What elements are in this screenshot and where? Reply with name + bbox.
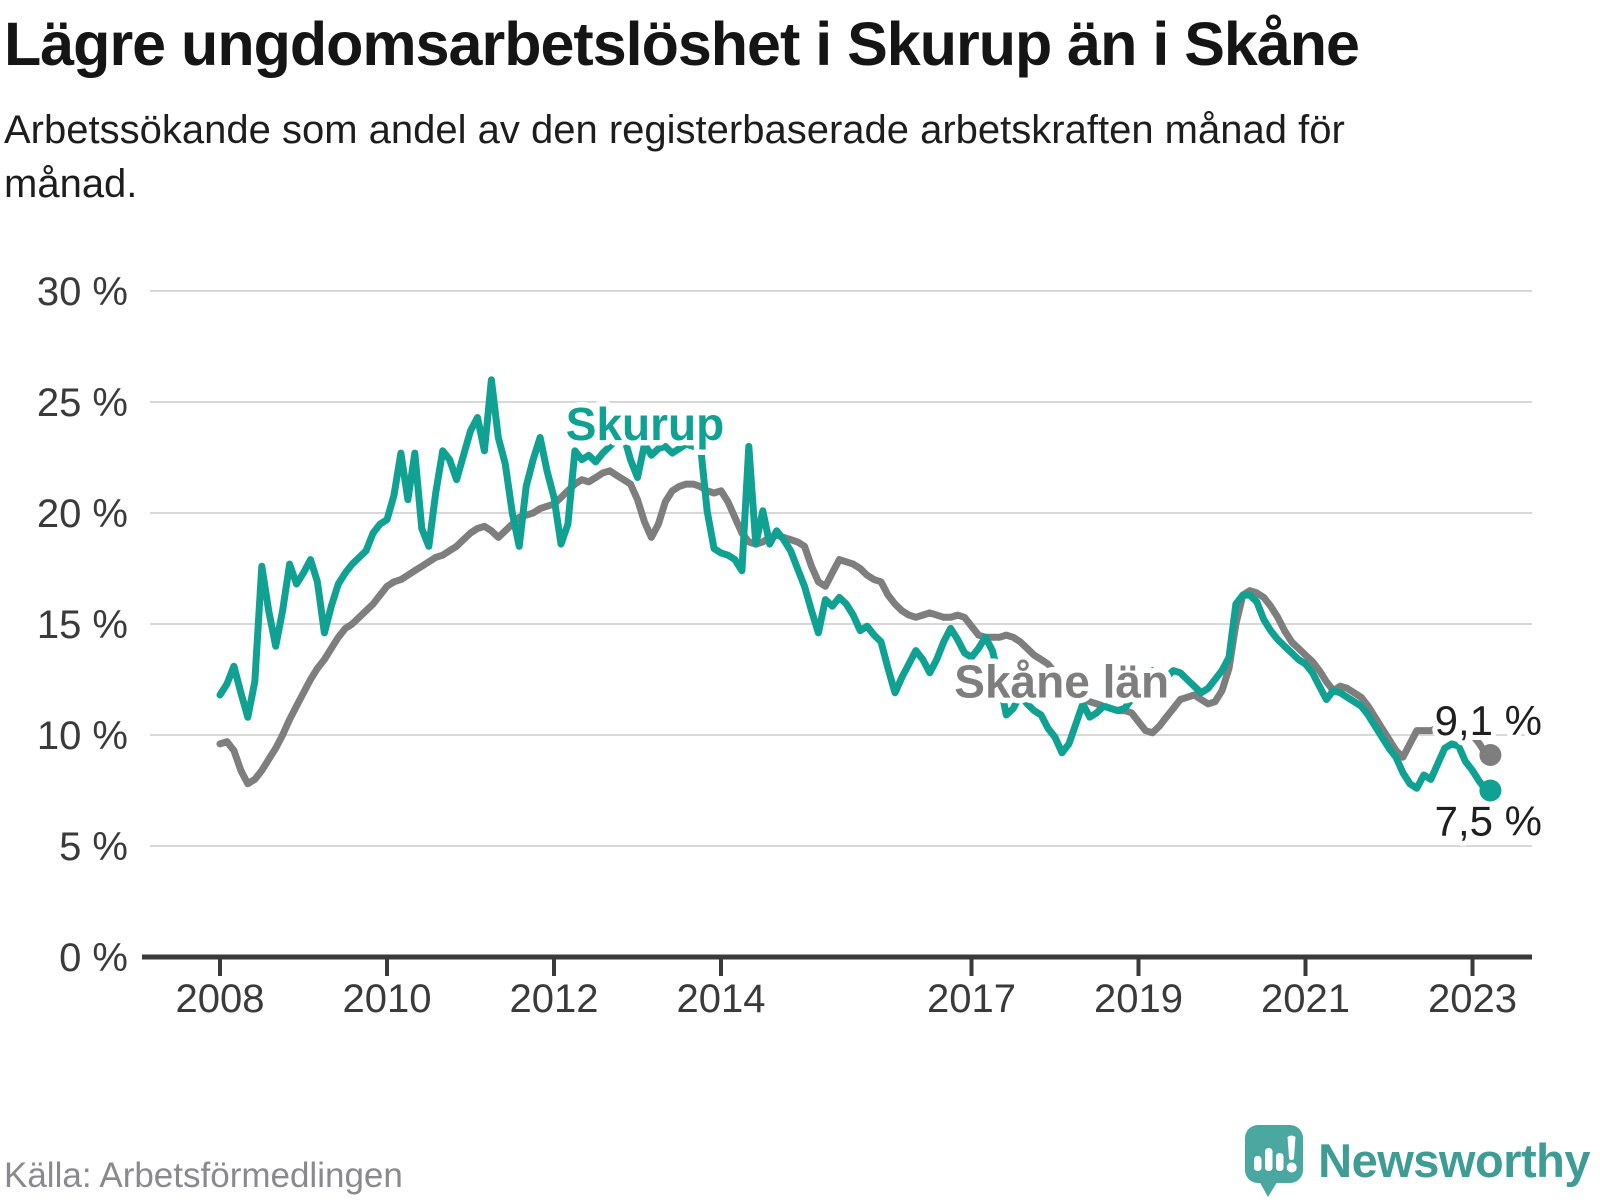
- series-end-dot-skane-lan: [1479, 743, 1502, 766]
- source-note: Källa: Arbetsförmedlingen: [4, 1156, 403, 1195]
- series-end-value-skane-lan: 9,1 %: [1435, 697, 1542, 744]
- series-label-skane-lan: Skåne län: [954, 656, 1169, 708]
- y-axis-label: 5 %: [59, 825, 128, 869]
- x-axis-label: 2017: [927, 977, 1016, 1021]
- y-axis-label: 25 %: [37, 381, 128, 425]
- series-label-skurup: Skurup: [566, 398, 724, 450]
- x-axis-label: 2012: [510, 977, 599, 1021]
- x-axis-label: 2023: [1428, 977, 1517, 1021]
- chart-footer: Källa: Arbetsförmedlingen Newsworthy: [0, 1118, 1600, 1200]
- chart-subtitle: Arbetssökande som andel av den registerb…: [4, 108, 1345, 206]
- y-axis-label: 30 %: [37, 270, 128, 314]
- y-axis-label: 15 %: [37, 603, 128, 647]
- series-end-value-skurup: 7,5 %: [1435, 798, 1542, 845]
- newsworthy-logo-icon: [1245, 1125, 1304, 1197]
- y-axis-label: 0 %: [59, 936, 128, 980]
- x-axis-label: 2019: [1094, 977, 1183, 1021]
- x-axis-label: 2010: [343, 977, 432, 1021]
- chart-header: Lägre ungdomsarbetslöshet i Skurup än i …: [4, 12, 1584, 211]
- series-line-skane-lan: [216, 467, 1490, 788]
- series-line-skurup: [216, 376, 1490, 794]
- newsworthy-brand: Newsworthy: [1243, 1122, 1590, 1198]
- x-axis-label: 2021: [1261, 977, 1350, 1021]
- chart-title: Lägre ungdomsarbetslöshet i Skurup än i …: [4, 10, 1360, 78]
- newsworthy-wordmark: Newsworthy: [1318, 1133, 1590, 1187]
- x-axis-label: 2008: [176, 977, 265, 1021]
- series-end-dot-skurup: [1479, 779, 1502, 802]
- y-axis-label: 10 %: [37, 714, 128, 758]
- y-axis-label: 20 %: [37, 492, 128, 536]
- x-axis-label: 2014: [677, 977, 766, 1021]
